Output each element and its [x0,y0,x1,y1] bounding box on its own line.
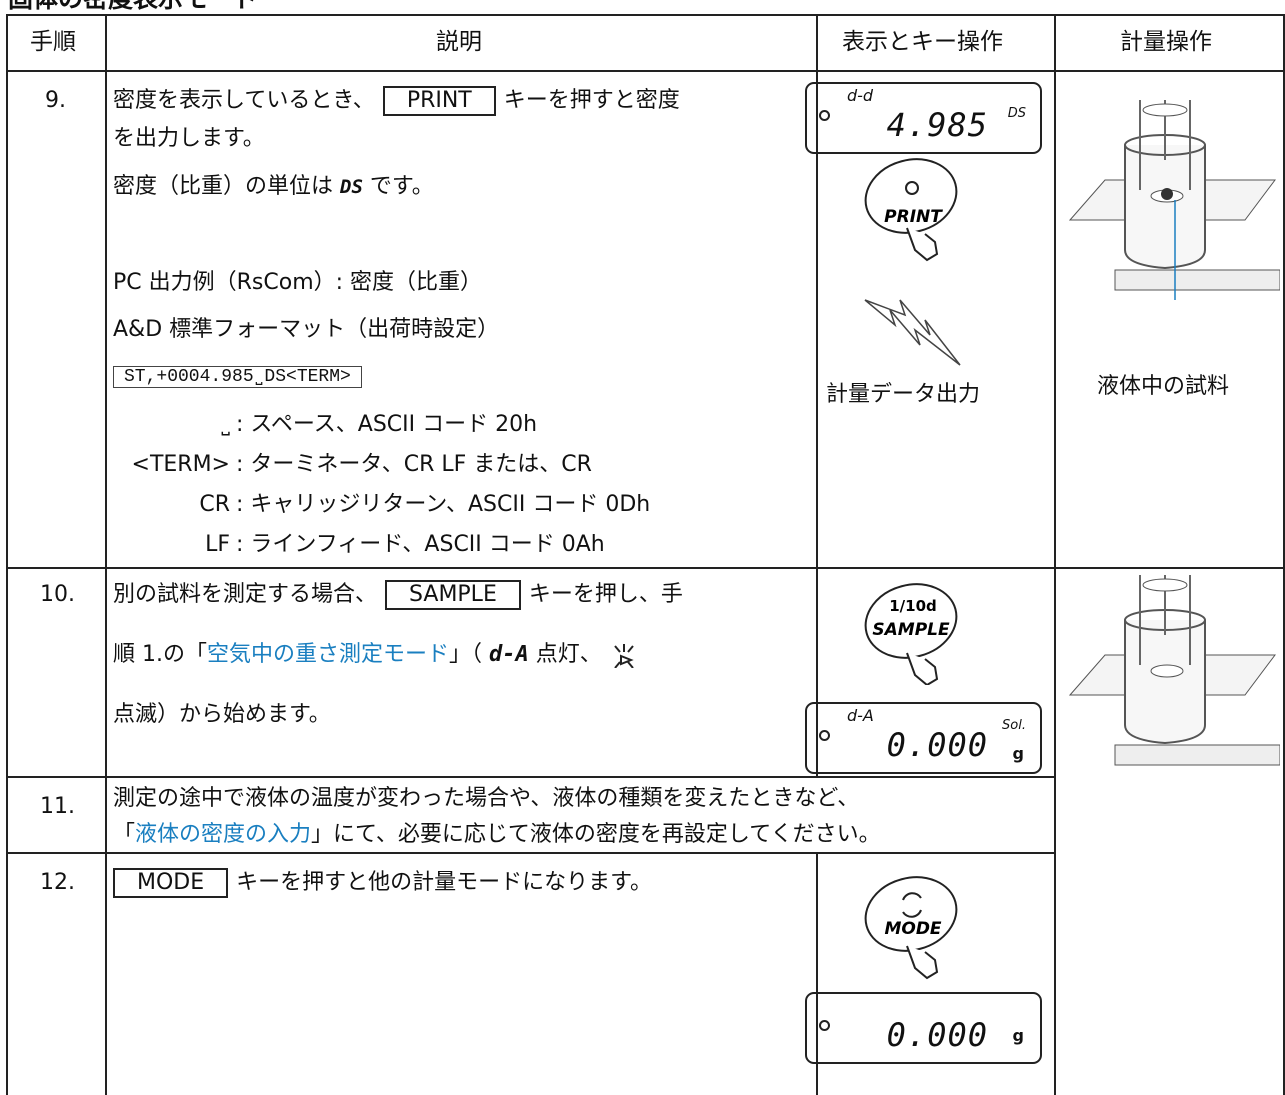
rule [816,14,818,776]
code-line: ST,+0004.985˽DS<TERM> [113,360,362,390]
link[interactable]: 空気中の重さ測定モード [206,642,449,667]
column-header: 計量操作 [1120,29,1212,55]
legend-key: LF [205,532,230,557]
link[interactable]: 液体の密度の入力 [135,822,312,847]
lcd-value: 0.000 [886,726,988,764]
text: 密度（比重）の単位は [113,174,334,199]
text: キーを押すと他の計量モードになります。 [236,870,652,895]
legend-key: CR [199,492,230,517]
beaker-illustration [1068,100,1280,300]
key-label: SAMPLE [872,620,950,640]
legend-text: : キャリッジリターン、ASCII コード 0Dh [236,492,651,517]
step: 10. [40,582,75,607]
text-line: 順 1.の「空気中の重さ測定モード」（ d-A 点灯、 [113,640,639,670]
key: SAMPLE [385,580,521,610]
key-label: MODE [884,919,941,939]
indicator [819,1020,830,1031]
caption: 計量データ出力 [826,382,981,407]
lcd-mode: d-d [847,86,874,105]
key-illustration: PRINT [864,158,961,366]
text-line: 密度を表示しているとき、 PRINT キーを押すと密度 [113,86,680,116]
rule [816,852,818,1095]
legend-key: <TERM> [131,452,230,477]
text-line: 「液体の密度の入力」にて、必要に応じて液体の密度を再設定してください。 [113,820,881,850]
lcd-value: 4.985 [886,106,988,144]
rule [6,776,1056,778]
lcd-mode: d-A [847,706,874,725]
text-line: 密度（比重）の単位は DS です。 [113,172,434,202]
text-line: 別の試料を測定する場合、 SAMPLE キーを押し、手 [113,580,683,610]
step: 11. [40,794,75,819]
key: MODE [113,868,229,898]
text: を出力します。 [113,126,265,151]
text: キーを押し、手 [528,582,683,607]
lcd-display: d-A 0.000 Sol. g [805,702,1042,774]
text: A&D 標準フォーマット（出荷時設定） [113,317,500,342]
legend-text: : スペース、ASCII コード 20h [236,412,538,437]
rule [6,70,1285,72]
text: 「 [113,822,136,847]
text: 測定の途中で液体の温度が変わった場合や、液体の種類を変えたときなど、 [113,786,860,811]
step: 9. [45,88,66,113]
key-illustration: MODE [864,876,958,980]
beaker-illustration [1068,575,1280,766]
text: 点滅）から始めます。 [113,702,331,727]
lcd-display: d-d 4.985 DS [805,82,1042,154]
key-label: PRINT [884,207,943,227]
lcd-unit: g [1012,1026,1024,1045]
lcd-unit: g [1012,744,1024,763]
column-header: 説明 [436,29,482,55]
legend-text: : ラインフィード、ASCII コード 0Ah [236,532,605,557]
text: 別の試料を測定する場合、 [113,582,378,607]
lcd-value: 0.000 [886,1016,988,1054]
page-title: 固体の密度表示モード [8,0,258,14]
code: ST,+0004.985˽DS<TERM> [113,366,362,388]
column-header: 表示とキー操作 [842,29,1003,55]
unit-symbol: DS [340,176,363,198]
rule [105,14,107,1095]
lcd-display: 0.000 g [805,992,1042,1064]
legend-key: ˽ [221,412,230,437]
indicator [819,110,830,121]
key: PRINT [382,86,496,116]
text: 点灯、 [535,642,602,667]
text: 順 1.の「 [113,642,207,667]
text-line: MODE キーを押すと他の計量モードになります。 [105,868,652,898]
key-label: 1/10d [889,597,937,615]
text: 」（ [449,642,483,667]
lcd-unit: Sol. [1002,718,1026,733]
mode-symbol: d-A [489,642,529,667]
indicator [819,730,830,741]
text: 密度を表示しているとき、 [113,88,375,113]
key-illustration: 1/10d SAMPLE [864,583,958,685]
legend-text: : ターミネータ、CR LF または、CR [236,452,592,477]
caption: 液体中の試料 [1097,374,1230,399]
lcd-unit: DS [1007,106,1026,121]
text: です。 [369,174,434,199]
text: 」にて、必要に応じて液体の密度を再設定してください。 [311,822,881,847]
step: 12. [40,870,75,895]
rule [6,567,1285,569]
rule [6,14,1285,16]
rule [1054,14,1056,1095]
column-header: 手順 [30,29,76,55]
blink-icon [614,644,634,669]
rule [6,14,8,1095]
text: キーを押すと密度 [503,88,680,113]
rule [1283,14,1285,1095]
rule [6,852,1056,854]
text: PC 出力例（RsCom）: 密度（比重） [113,270,483,295]
